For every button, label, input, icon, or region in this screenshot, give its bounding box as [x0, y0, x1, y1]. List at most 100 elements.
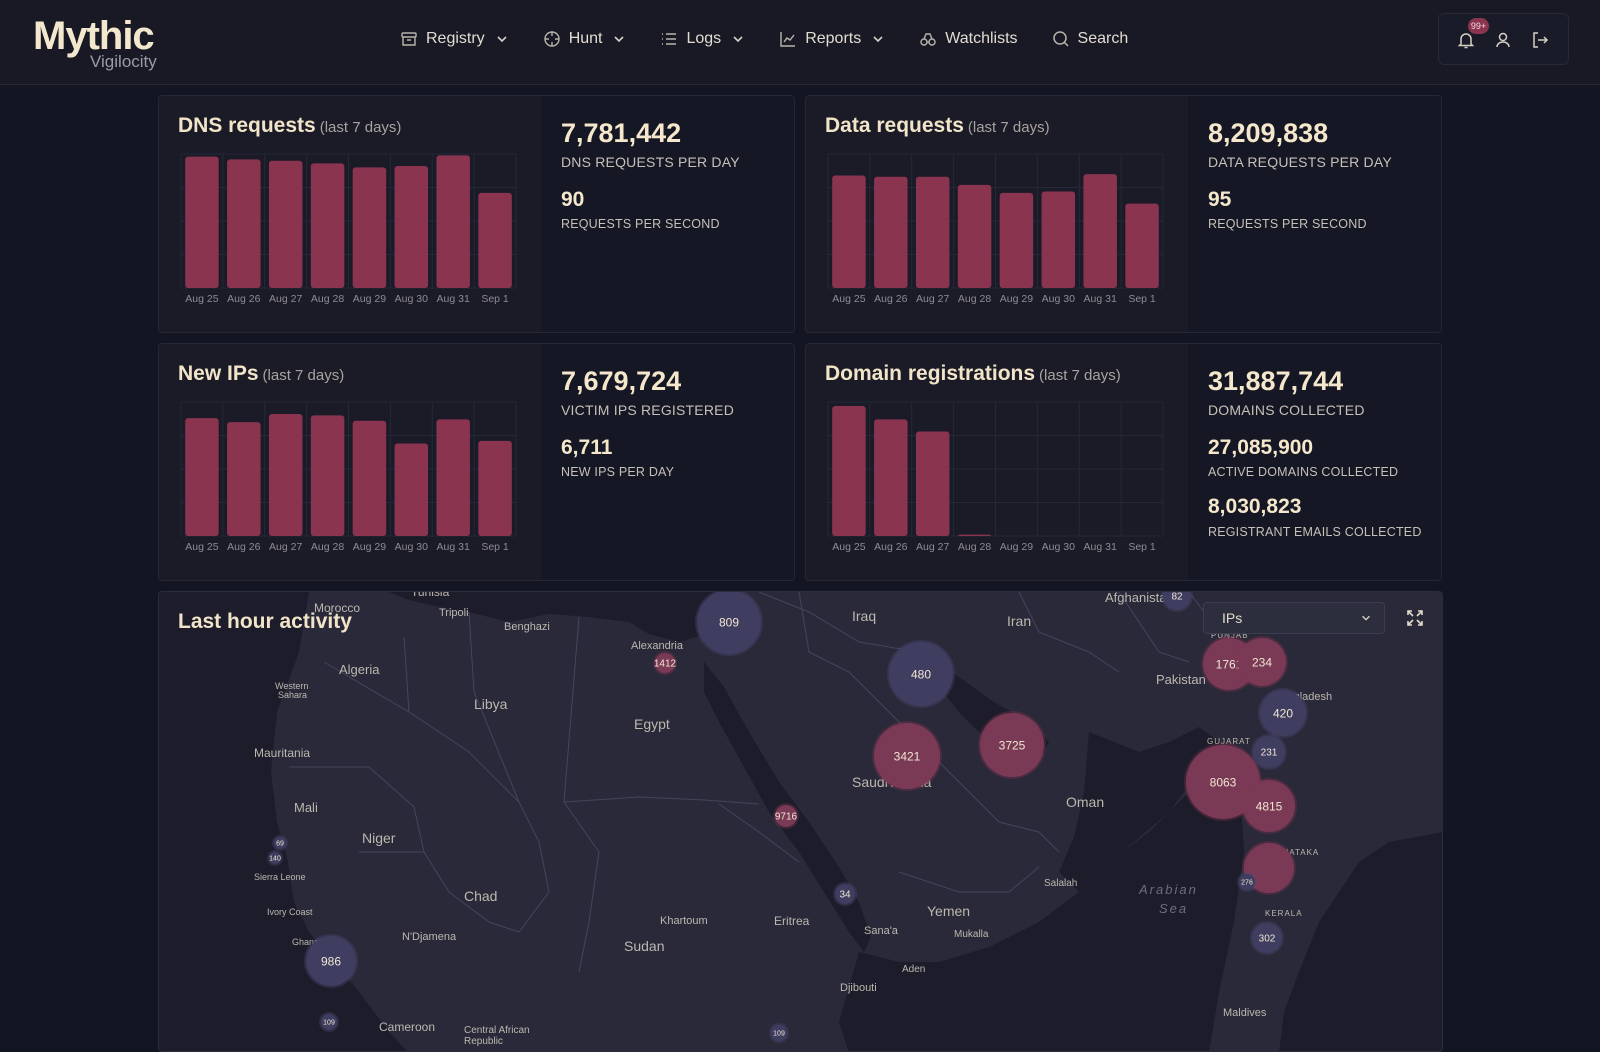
chart-bar[interactable]: [436, 419, 470, 536]
chart-bar[interactable]: [268, 414, 303, 536]
chart-tick-label: Aug 27: [269, 541, 302, 553]
chart-bar[interactable]: [310, 163, 345, 288]
map-cluster[interactable]: 234: [1236, 636, 1288, 688]
cluster-circle: [1163, 592, 1191, 610]
map-cluster[interactable]: 109: [319, 1012, 339, 1032]
chart-tick-label: Aug 26: [227, 541, 260, 553]
chart-tick-label: Aug 31: [437, 541, 470, 553]
cluster-circle: [775, 805, 797, 827]
user-icon[interactable]: [1493, 30, 1513, 50]
cluster-circle: [1260, 690, 1306, 736]
map-cluster[interactable]: 809: [695, 592, 763, 656]
nav-reports[interactable]: Reports: [779, 30, 885, 48]
map-cluster[interactable]: [1242, 841, 1296, 895]
chart-bar[interactable]: [832, 406, 866, 536]
chart-bar[interactable]: [1041, 191, 1076, 288]
main-stat-label: DOMAINS COLLECTED: [1208, 402, 1365, 418]
chart-bar[interactable]: [436, 155, 470, 288]
chart-bar[interactable]: [1083, 174, 1117, 288]
chart-tick-label: Aug 26: [874, 541, 907, 553]
chevron-down-icon: [497, 36, 507, 43]
chart-tick-label: Aug 31: [1084, 293, 1117, 305]
app-logo[interactable]: Mythic Vigilocity: [33, 14, 157, 71]
map-label: Egypt: [634, 716, 670, 732]
nav-logs[interactable]: Logs: [660, 30, 745, 48]
dns-stats: 7,781,442 DNS REQUESTS PER DAY 90 REQUES…: [541, 96, 794, 332]
chart-bar[interactable]: [874, 419, 908, 536]
map-cluster[interactable]: 109: [769, 1023, 789, 1043]
chart-bar[interactable]: [185, 156, 219, 288]
chart-bar[interactable]: [832, 175, 866, 288]
map-label: Mukalla: [954, 929, 989, 940]
cluster-count: 3725: [999, 738, 1026, 752]
map-cluster[interactable]: 3725: [978, 711, 1046, 779]
chart-bar[interactable]: [915, 431, 950, 536]
nav-registry[interactable]: Registry: [400, 30, 509, 48]
cluster-count: 1761: [1216, 657, 1243, 671]
bay-region: [1279, 832, 1442, 1051]
card-subtitle: (last 7 days): [1039, 367, 1121, 384]
logout-icon[interactable]: [1530, 30, 1550, 50]
chart-bar[interactable]: [352, 167, 387, 288]
nav-search[interactable]: Search: [1052, 30, 1128, 48]
chart-bar[interactable]: [478, 192, 512, 288]
map-cluster[interactable]: 420: [1258, 688, 1308, 738]
map-label: Tunisia: [411, 592, 450, 599]
chart-bar[interactable]: [915, 176, 950, 288]
chart-bar[interactable]: [999, 192, 1034, 288]
chart-bar[interactable]: [874, 176, 908, 288]
map-cluster[interactable]: 82: [1161, 592, 1193, 612]
cluster-count: 809: [719, 615, 739, 629]
chart-bar[interactable]: [1125, 203, 1159, 288]
nav-hunt[interactable]: Hunt: [543, 30, 627, 48]
map-cluster[interactable]: 8063: [1184, 743, 1262, 821]
map-cluster[interactable]: 4815: [1241, 778, 1297, 834]
chart-bar[interactable]: [185, 418, 219, 536]
map-cluster[interactable]: 69: [272, 835, 288, 851]
top-navigation-bar: Mythic Vigilocity Registry Hunt Logs Rep…: [0, 0, 1600, 85]
map-cluster[interactable]: 1412: [653, 651, 677, 675]
map-cluster[interactable]: 276: [1237, 872, 1257, 892]
map-cluster[interactable]: 986: [304, 934, 358, 988]
nav-watchlists[interactable]: Watchlists: [919, 30, 1018, 48]
map-label: Cameroon: [379, 1020, 435, 1034]
domain-registrations-card: Domain registrations (last 7 days) Aug 25…: [805, 343, 1442, 581]
chart-bar[interactable]: [957, 534, 992, 536]
chart-bar[interactable]: [957, 184, 992, 288]
map-cluster[interactable]: 140: [267, 850, 283, 866]
notification-badge: 99+: [1468, 18, 1489, 34]
map-layer-select[interactable]: IPs: [1203, 602, 1385, 634]
chart-bar[interactable]: [394, 166, 429, 288]
chart-bar[interactable]: [352, 420, 387, 536]
nav-registry-label: Registry: [426, 30, 485, 47]
map-label: N'Djamena: [402, 931, 457, 943]
map-label: KERALA: [1265, 909, 1303, 918]
main-stat-label: DATA REQUESTS PER DAY: [1208, 154, 1392, 170]
map-cluster[interactable]: 302: [1250, 921, 1284, 955]
bell-icon[interactable]: [1456, 30, 1476, 50]
chart-bar[interactable]: [310, 415, 345, 536]
cluster-circle: [306, 936, 356, 986]
map-cluster[interactable]: 3421: [872, 721, 942, 791]
chart-bar[interactable]: [478, 440, 512, 536]
chart-bar[interactable]: [268, 160, 303, 288]
map-cluster[interactable]: 231: [1251, 734, 1287, 770]
chart-tick-label: Sep 1: [481, 293, 509, 305]
card-title: New IPs (last 7 days): [178, 362, 344, 386]
activity-map[interactable]: Morocco Tunisia Tripoli Benghazi Alexand…: [159, 592, 1443, 1052]
card-title-text: Data requests: [825, 114, 964, 137]
cluster-circle: [697, 592, 761, 654]
chart-bar[interactable]: [227, 159, 261, 288]
main-stat-label: DNS REQUESTS PER DAY: [561, 154, 740, 170]
map-label: Alexandria: [631, 640, 684, 652]
chart-tick-label: Aug 25: [832, 541, 865, 553]
map-cluster[interactable]: 480: [887, 640, 955, 708]
chart-bar[interactable]: [227, 422, 261, 536]
map-labels: Morocco Tunisia Tripoli Benghazi Alexand…: [254, 592, 1332, 1047]
data-requests-chart: Aug 25 Aug 26 Aug 27 Aug 28 Aug 29 Aug 30 Aug …: [827, 153, 1164, 305]
map-cluster[interactable]: 34: [833, 882, 857, 906]
expand-icon[interactable]: [1406, 609, 1424, 627]
chart-bar[interactable]: [394, 443, 429, 536]
chart-tick-label: Aug 27: [916, 541, 949, 553]
map-cluster[interactable]: 9716: [773, 803, 799, 829]
